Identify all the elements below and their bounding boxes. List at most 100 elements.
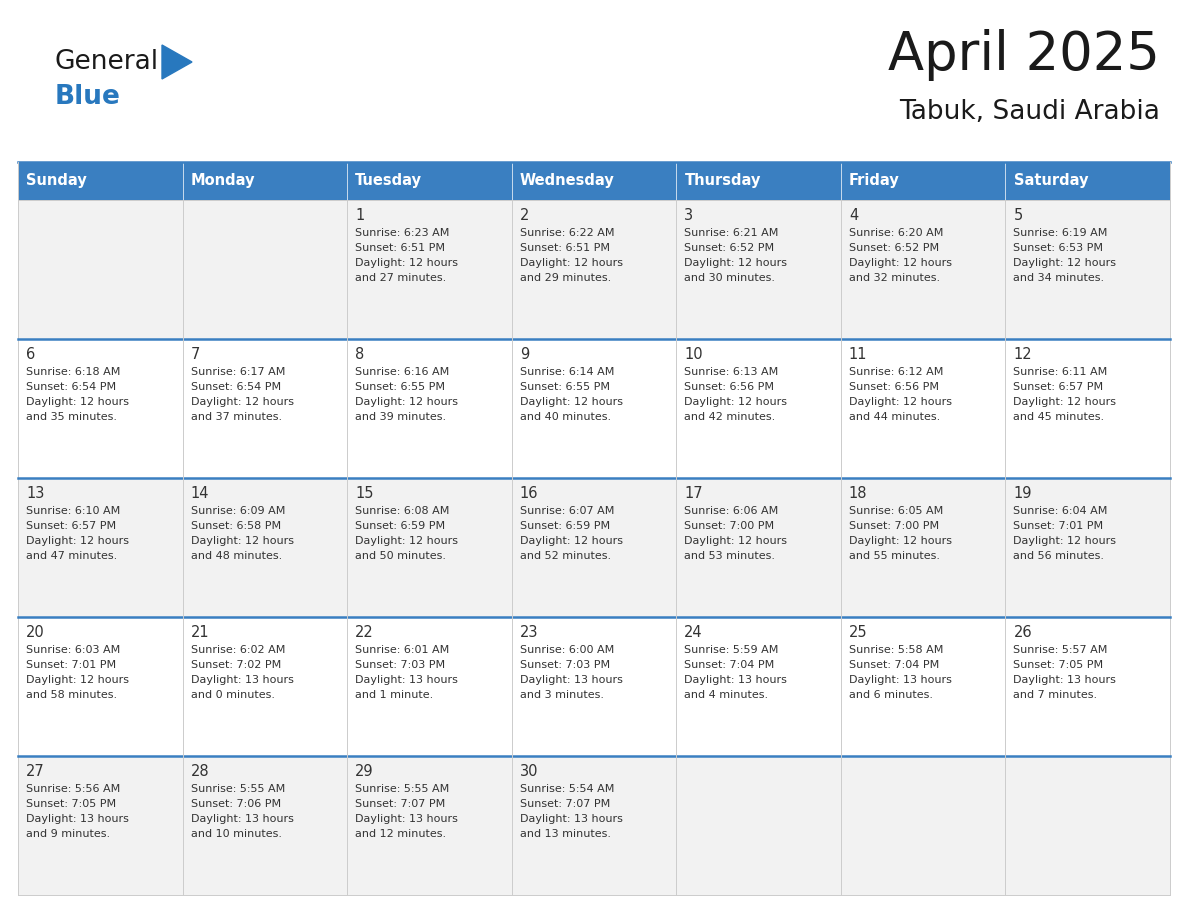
Text: Daylight: 12 hours: Daylight: 12 hours — [684, 397, 788, 407]
Text: Sunset: 7:00 PM: Sunset: 7:00 PM — [849, 521, 939, 531]
Text: and 4 minutes.: and 4 minutes. — [684, 690, 769, 700]
Text: 21: 21 — [190, 625, 209, 640]
Text: and 12 minutes.: and 12 minutes. — [355, 829, 447, 839]
Text: Sunset: 6:59 PM: Sunset: 6:59 PM — [519, 521, 609, 531]
Text: 12: 12 — [1013, 347, 1032, 362]
Text: and 40 minutes.: and 40 minutes. — [519, 412, 611, 422]
Text: and 39 minutes.: and 39 minutes. — [355, 412, 447, 422]
Text: Friday: Friday — [849, 174, 899, 188]
Text: 2: 2 — [519, 208, 529, 223]
Text: and 3 minutes.: and 3 minutes. — [519, 690, 604, 700]
Text: 9: 9 — [519, 347, 529, 362]
Text: Sunrise: 5:56 AM: Sunrise: 5:56 AM — [26, 784, 120, 794]
Text: and 58 minutes.: and 58 minutes. — [26, 690, 118, 700]
Text: Sunset: 6:54 PM: Sunset: 6:54 PM — [190, 382, 280, 392]
Bar — [676, 162, 841, 200]
Text: Sunset: 6:54 PM: Sunset: 6:54 PM — [26, 382, 116, 392]
Text: 14: 14 — [190, 486, 209, 501]
Text: 4: 4 — [849, 208, 858, 223]
Text: Daylight: 13 hours: Daylight: 13 hours — [684, 675, 788, 685]
Text: Sunset: 6:55 PM: Sunset: 6:55 PM — [355, 382, 446, 392]
Text: Sunrise: 6:12 AM: Sunrise: 6:12 AM — [849, 367, 943, 377]
Text: Sunrise: 6:03 AM: Sunrise: 6:03 AM — [26, 645, 120, 655]
Text: and 27 minutes.: and 27 minutes. — [355, 273, 447, 283]
Text: Sunset: 6:57 PM: Sunset: 6:57 PM — [1013, 382, 1104, 392]
Text: and 7 minutes.: and 7 minutes. — [1013, 690, 1098, 700]
Text: and 13 minutes.: and 13 minutes. — [519, 829, 611, 839]
Text: 13: 13 — [26, 486, 44, 501]
Text: Tabuk, Saudi Arabia: Tabuk, Saudi Arabia — [899, 99, 1159, 125]
Text: and 10 minutes.: and 10 minutes. — [190, 829, 282, 839]
Text: Sunrise: 6:19 AM: Sunrise: 6:19 AM — [1013, 228, 1107, 238]
Text: Sunset: 6:51 PM: Sunset: 6:51 PM — [519, 243, 609, 253]
Text: April 2025: April 2025 — [889, 29, 1159, 81]
Text: and 0 minutes.: and 0 minutes. — [190, 690, 274, 700]
Text: Sunrise: 5:59 AM: Sunrise: 5:59 AM — [684, 645, 778, 655]
Text: 7: 7 — [190, 347, 200, 362]
Bar — [183, 162, 347, 200]
Text: and 44 minutes.: and 44 minutes. — [849, 412, 940, 422]
Text: Sunset: 7:04 PM: Sunset: 7:04 PM — [849, 660, 939, 670]
Text: Sunset: 7:03 PM: Sunset: 7:03 PM — [355, 660, 446, 670]
Text: 3: 3 — [684, 208, 694, 223]
Text: General: General — [55, 49, 159, 75]
Text: and 45 minutes.: and 45 minutes. — [1013, 412, 1105, 422]
Text: Daylight: 12 hours: Daylight: 12 hours — [849, 536, 952, 546]
Text: Sunrise: 5:58 AM: Sunrise: 5:58 AM — [849, 645, 943, 655]
Text: and 34 minutes.: and 34 minutes. — [1013, 273, 1105, 283]
Text: Daylight: 12 hours: Daylight: 12 hours — [26, 675, 129, 685]
Text: Daylight: 13 hours: Daylight: 13 hours — [355, 675, 459, 685]
Text: 28: 28 — [190, 764, 209, 779]
Text: and 30 minutes.: and 30 minutes. — [684, 273, 776, 283]
Text: Daylight: 12 hours: Daylight: 12 hours — [684, 258, 788, 268]
Text: Daylight: 12 hours: Daylight: 12 hours — [849, 397, 952, 407]
Text: Daylight: 12 hours: Daylight: 12 hours — [190, 536, 293, 546]
Text: Sunset: 7:01 PM: Sunset: 7:01 PM — [26, 660, 116, 670]
Text: 5: 5 — [1013, 208, 1023, 223]
Text: Daylight: 13 hours: Daylight: 13 hours — [519, 814, 623, 824]
Text: and 55 minutes.: and 55 minutes. — [849, 551, 940, 561]
Text: Sunset: 6:51 PM: Sunset: 6:51 PM — [355, 243, 446, 253]
Text: Sunset: 7:00 PM: Sunset: 7:00 PM — [684, 521, 775, 531]
Text: Sunrise: 6:06 AM: Sunrise: 6:06 AM — [684, 506, 778, 516]
Bar — [18, 478, 1170, 617]
Text: Sunrise: 6:22 AM: Sunrise: 6:22 AM — [519, 228, 614, 238]
Bar — [347, 162, 512, 200]
Text: and 47 minutes.: and 47 minutes. — [26, 551, 118, 561]
Text: and 29 minutes.: and 29 minutes. — [519, 273, 611, 283]
Text: 17: 17 — [684, 486, 703, 501]
Text: Saturday: Saturday — [1013, 174, 1088, 188]
Text: Daylight: 12 hours: Daylight: 12 hours — [519, 258, 623, 268]
Text: Tuesday: Tuesday — [355, 174, 423, 188]
Text: Daylight: 13 hours: Daylight: 13 hours — [26, 814, 128, 824]
Text: 6: 6 — [26, 347, 36, 362]
Text: Monday: Monday — [191, 174, 255, 188]
Text: Sunset: 6:53 PM: Sunset: 6:53 PM — [1013, 243, 1104, 253]
Bar — [18, 617, 1170, 756]
Text: 29: 29 — [355, 764, 374, 779]
Text: 27: 27 — [26, 764, 45, 779]
Bar — [1005, 162, 1170, 200]
Text: Sunset: 6:59 PM: Sunset: 6:59 PM — [355, 521, 446, 531]
Text: Sunrise: 5:55 AM: Sunrise: 5:55 AM — [190, 784, 285, 794]
Text: Sunrise: 5:54 AM: Sunrise: 5:54 AM — [519, 784, 614, 794]
Text: and 56 minutes.: and 56 minutes. — [1013, 551, 1105, 561]
Text: and 37 minutes.: and 37 minutes. — [190, 412, 282, 422]
Text: and 52 minutes.: and 52 minutes. — [519, 551, 611, 561]
Text: Sunrise: 6:00 AM: Sunrise: 6:00 AM — [519, 645, 614, 655]
Bar — [512, 162, 676, 200]
Text: 19: 19 — [1013, 486, 1032, 501]
Text: Sunset: 7:04 PM: Sunset: 7:04 PM — [684, 660, 775, 670]
Text: and 32 minutes.: and 32 minutes. — [849, 273, 940, 283]
Text: Sunrise: 6:07 AM: Sunrise: 6:07 AM — [519, 506, 614, 516]
Text: Sunset: 6:56 PM: Sunset: 6:56 PM — [684, 382, 775, 392]
Text: 23: 23 — [519, 625, 538, 640]
Polygon shape — [162, 45, 192, 79]
Text: 20: 20 — [26, 625, 45, 640]
Text: Blue: Blue — [55, 84, 121, 110]
Text: Sunrise: 6:09 AM: Sunrise: 6:09 AM — [190, 506, 285, 516]
Text: Sunrise: 6:13 AM: Sunrise: 6:13 AM — [684, 367, 778, 377]
Text: 24: 24 — [684, 625, 703, 640]
Text: and 53 minutes.: and 53 minutes. — [684, 551, 776, 561]
Text: Daylight: 12 hours: Daylight: 12 hours — [26, 397, 129, 407]
